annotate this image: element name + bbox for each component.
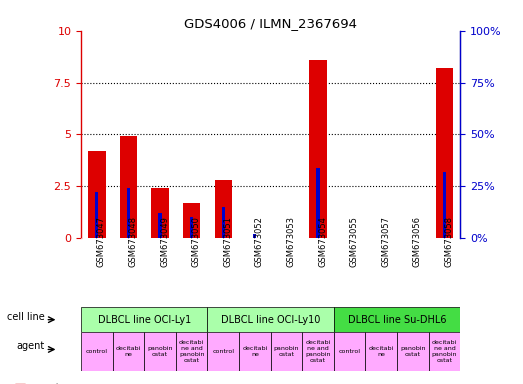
Text: GSM673050: GSM673050 (191, 216, 201, 267)
Bar (183, 203, 200, 238)
Bar (429, 332, 460, 371)
Text: decitabi
ne and
panobin
ostat: decitabi ne and panobin ostat (179, 340, 204, 362)
Text: control: control (212, 349, 234, 354)
Text: DLBCL line OCI-Ly1: DLBCL line OCI-Ly1 (98, 314, 191, 325)
Text: GSM673058: GSM673058 (445, 216, 453, 267)
Bar (112, 332, 144, 371)
Bar (208, 332, 239, 371)
Text: control: control (86, 349, 108, 354)
Bar (158, 213, 162, 238)
Bar (81, 332, 112, 371)
Text: cell line: cell line (7, 312, 44, 322)
Text: GSM673052: GSM673052 (255, 216, 264, 267)
Bar (88, 151, 106, 238)
Bar (316, 167, 320, 238)
Bar (310, 60, 327, 238)
Bar (334, 332, 366, 371)
Bar (366, 332, 397, 371)
Text: GSM673051: GSM673051 (223, 216, 232, 267)
Bar (271, 332, 302, 371)
Text: GSM673055: GSM673055 (350, 216, 359, 267)
Bar (151, 188, 169, 238)
Text: GSM673049: GSM673049 (160, 216, 169, 267)
Text: GSM673048: GSM673048 (129, 216, 138, 267)
Bar (222, 207, 225, 238)
Text: agent: agent (16, 341, 44, 351)
Bar (334, 307, 460, 332)
Bar (144, 332, 176, 371)
Bar (208, 307, 334, 332)
Legend: count, percentile rank within the sample: count, percentile rank within the sample (15, 383, 198, 384)
Text: DLBCL line Su-DHL6: DLBCL line Su-DHL6 (348, 314, 446, 325)
Text: decitabi
ne: decitabi ne (242, 346, 267, 357)
Bar (120, 136, 137, 238)
Text: GSM673053: GSM673053 (287, 216, 295, 267)
Text: GSM673054: GSM673054 (318, 216, 327, 267)
Text: panobin
ostat: panobin ostat (147, 346, 173, 357)
Text: GSM673057: GSM673057 (381, 216, 390, 267)
Text: panobin
ostat: panobin ostat (274, 346, 299, 357)
Text: decitabi
ne and
panobin
ostat: decitabi ne and panobin ostat (431, 340, 457, 362)
Bar (397, 332, 429, 371)
Title: GDS4006 / ILMN_2367694: GDS4006 / ILMN_2367694 (184, 17, 357, 30)
Bar (302, 332, 334, 371)
Text: decitabi
ne: decitabi ne (116, 346, 141, 357)
Text: control: control (339, 349, 361, 354)
Bar (239, 332, 271, 371)
Text: decitabi
ne: decitabi ne (369, 346, 394, 357)
Text: DLBCL line OCI-Ly10: DLBCL line OCI-Ly10 (221, 314, 321, 325)
Bar (81, 307, 208, 332)
Bar (443, 172, 446, 238)
Bar (436, 68, 453, 238)
Bar (127, 188, 130, 238)
Bar (95, 192, 98, 238)
Text: GSM673047: GSM673047 (97, 216, 106, 267)
Bar (190, 217, 193, 238)
Bar (176, 332, 208, 371)
Bar (253, 234, 256, 238)
Text: panobin
ostat: panobin ostat (400, 346, 426, 357)
Bar (214, 180, 232, 238)
Text: GSM673056: GSM673056 (413, 216, 422, 267)
Text: decitabi
ne and
panobin
ostat: decitabi ne and panobin ostat (305, 340, 331, 362)
